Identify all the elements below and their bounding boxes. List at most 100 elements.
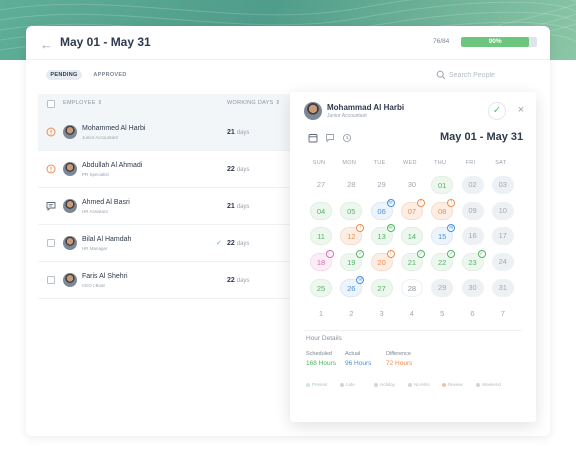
- difference-label: Difference: [386, 351, 411, 357]
- comment-icon[interactable]: [46, 201, 56, 211]
- calendar-day[interactable]: 02: [461, 176, 484, 194]
- legend-item: Holiday: [374, 382, 395, 387]
- calendar-day[interactable]: 1: [310, 305, 332, 323]
- actual-label: Actual: [345, 351, 361, 357]
- calendar-day-number: 08: [438, 206, 447, 216]
- employee-role: CEO / Boat: [82, 283, 105, 288]
- calendar-day[interactable]: 28: [400, 278, 423, 297]
- tab-pending[interactable]: PENDING: [46, 70, 82, 80]
- calendar-day[interactable]: 19 ✓: [340, 250, 365, 272]
- calendar-day[interactable]: 25: [310, 278, 332, 297]
- calendar-day-number: 5: [440, 308, 445, 318]
- calendar-day[interactable]: 14: [400, 227, 423, 246]
- calendar-day[interactable]: 30: [401, 176, 423, 194]
- warning-icon: [46, 127, 56, 137]
- working-days-value: 21: [227, 129, 235, 136]
- calendar-day-number: 10: [498, 205, 507, 215]
- calendar-day[interactable]: 28: [340, 176, 362, 194]
- calendar-day-number: 23: [468, 258, 477, 268]
- table-row[interactable]: Abdullah Al Ahmadi PR Specialist 22 days: [38, 151, 328, 188]
- history-icon[interactable]: [342, 133, 352, 143]
- day-status-icon: !: [447, 198, 456, 207]
- table-row[interactable]: Faris Al Shehri CEO / Boat 22 days: [38, 262, 328, 299]
- day-status-icon: ☾: [326, 250, 334, 259]
- progress-bar: 90%: [461, 37, 537, 47]
- calendar-day-number: 01: [438, 181, 447, 190]
- calendar-day[interactable]: 10: [491, 201, 514, 220]
- progress-count: 76/84: [433, 38, 450, 45]
- table-row[interactable]: Mohammed Al Harbi Junior Accountant 21 day…: [38, 114, 328, 151]
- column-employee-label: EMPLOYEE: [63, 100, 96, 106]
- calendar-day[interactable]: 24: [491, 253, 514, 272]
- tab-approved[interactable]: APPROVED: [93, 72, 127, 78]
- calendar-day[interactable]: 29: [431, 278, 454, 297]
- close-button[interactable]: ×: [514, 103, 528, 117]
- calendar-day[interactable]: 29: [371, 176, 393, 194]
- calendar-day-number: 28: [347, 180, 356, 189]
- calendar-day[interactable]: 08!: [431, 198, 456, 220]
- calendar-day[interactable]: 5: [431, 305, 453, 323]
- table-row[interactable]: Ahmed Al Basri HR Assistant 21 days: [38, 188, 328, 225]
- search-input[interactable]: [449, 70, 529, 80]
- calendar-icon[interactable]: [308, 133, 318, 143]
- calendar-day[interactable]: 17: [491, 227, 514, 246]
- calendar-day-number: 26: [347, 283, 356, 293]
- calendar-day[interactable]: 26 ✉: [340, 275, 365, 297]
- avatar: [304, 102, 322, 120]
- legend-dot: [476, 382, 480, 387]
- legend-dot: [306, 382, 310, 387]
- calendar-day[interactable]: 12!: [340, 224, 365, 246]
- calendar-day[interactable]: 03: [491, 176, 514, 194]
- calendar-day-number: 18: [316, 258, 326, 268]
- calendar-day[interactable]: 05: [340, 201, 363, 220]
- table-row[interactable]: Bilal Al Hamdah HR Manager ✓ 22 days: [38, 225, 328, 262]
- calendar-day[interactable]: 16: [461, 227, 484, 246]
- calendar-day[interactable]: 4: [401, 305, 423, 323]
- calendar-day[interactable]: 04: [310, 201, 332, 220]
- calendar-day[interactable]: 18 ☾: [310, 250, 334, 272]
- calendar-day[interactable]: 09: [461, 201, 484, 220]
- select-all-checkbox[interactable]: [47, 100, 55, 108]
- calendar-day[interactable]: 21 ✓: [400, 250, 425, 272]
- avatar: [63, 236, 77, 250]
- calendar-day[interactable]: 6: [462, 305, 484, 323]
- calendar-day[interactable]: 23 ✓: [461, 250, 486, 272]
- row-checkbox[interactable]: [47, 239, 55, 247]
- weekday-label: WED: [403, 160, 417, 166]
- row-checkbox[interactable]: [47, 276, 55, 284]
- approve-button[interactable]: ✓: [488, 102, 506, 120]
- column-employee[interactable]: EMPLOYEE ⇕: [63, 100, 102, 106]
- employee-role: HR Manager: [82, 246, 108, 251]
- calendar-day-number: 30: [468, 282, 477, 292]
- calendar-day[interactable]: 27: [310, 176, 332, 194]
- calendar-day[interactable]: 22 ✓: [431, 250, 456, 272]
- calendar-day[interactable]: 30: [461, 278, 484, 297]
- calendar-day[interactable]: 07!: [400, 198, 425, 220]
- calendar-day[interactable]: 13 ✉: [370, 224, 395, 246]
- calendar-day[interactable]: 3: [371, 305, 393, 323]
- calendar-day-number: 30: [407, 180, 417, 189]
- column-working-days[interactable]: WORKING DAYS ⇕: [227, 100, 280, 106]
- calendar-day[interactable]: 15 ✉: [431, 224, 456, 246]
- comment-icon[interactable]: [325, 133, 335, 143]
- calendar-day-number: 3: [379, 308, 384, 318]
- calendar-day[interactable]: 31: [491, 278, 514, 297]
- day-status-icon: ✓: [416, 250, 425, 259]
- calendar-day[interactable]: 7: [492, 305, 514, 323]
- calendar-day-number: 28: [407, 283, 417, 293]
- calendar-day[interactable]: 27: [370, 278, 393, 297]
- calendar-day[interactable]: 2: [340, 305, 362, 323]
- progress-label: 90%: [488, 38, 502, 45]
- calendar-day[interactable]: 20!: [370, 250, 395, 272]
- calendar-day[interactable]: 06 ✉: [370, 198, 395, 220]
- actual-value: 96 Hours: [345, 360, 372, 367]
- calendar-day-number: 14: [407, 232, 417, 242]
- back-arrow-icon[interactable]: ←: [40, 37, 53, 52]
- day-status-icon: ✉: [386, 198, 395, 207]
- search-icon[interactable]: [436, 70, 446, 80]
- calendar-day-number: 13: [377, 232, 386, 242]
- panel-employee-name: Mohammad Al Harbi: [327, 103, 405, 112]
- calendar-day[interactable]: 11: [310, 227, 332, 246]
- avatar: [63, 162, 77, 176]
- calendar-day[interactable]: 01: [431, 176, 454, 194]
